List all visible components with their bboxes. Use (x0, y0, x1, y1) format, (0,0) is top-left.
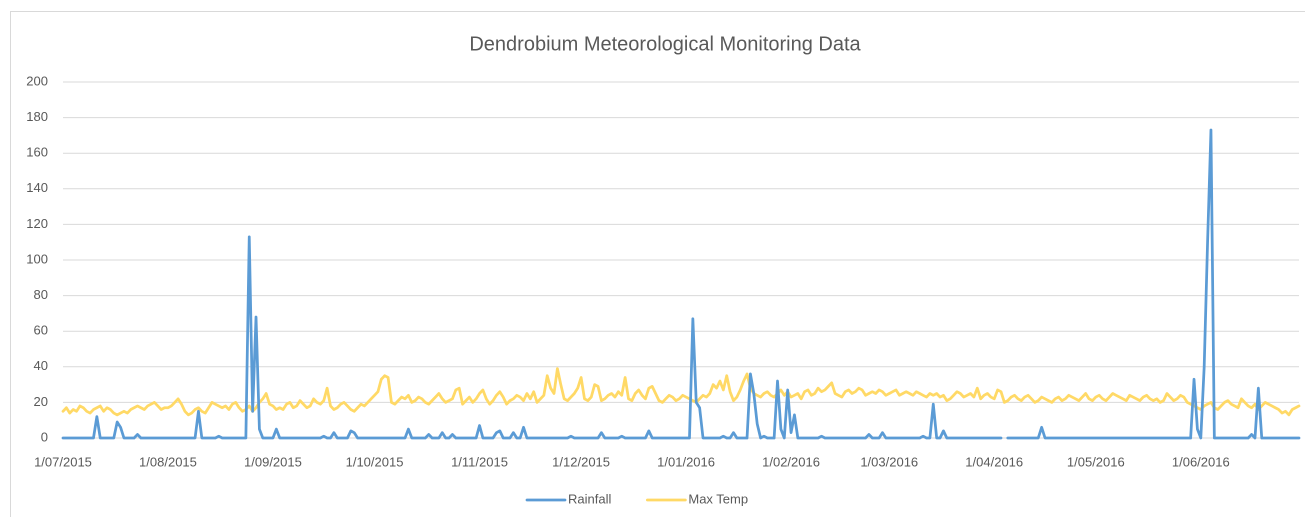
x-tick-label: 1/01/2016 (657, 454, 715, 469)
y-tick-label: 60 (34, 323, 48, 338)
x-tick-label: 1/07/2015 (34, 454, 92, 469)
y-tick-label: 80 (34, 287, 48, 302)
x-tick-label: 1/03/2016 (860, 454, 918, 469)
y-tick-label: 140 (26, 180, 48, 195)
x-tick-label: 1/05/2016 (1067, 454, 1125, 469)
legend-label: Rainfall (568, 491, 611, 506)
y-tick-label: 20 (34, 394, 48, 409)
y-tick-label: 200 (26, 73, 48, 88)
y-tick-label: 0 (41, 429, 48, 444)
x-tick-label: 1/09/2015 (244, 454, 302, 469)
chart-frame (11, 12, 1305, 518)
y-tick-label: 100 (26, 251, 48, 266)
x-tick-label: 1/06/2016 (1172, 454, 1230, 469)
x-tick-label: 1/08/2015 (139, 454, 197, 469)
y-tick-label: 180 (26, 109, 48, 124)
legend-label: Max Temp (688, 491, 748, 506)
x-tick-label: 1/12/2015 (552, 454, 610, 469)
x-tick-label: 1/04/2016 (965, 454, 1023, 469)
x-tick-label: 1/11/2015 (451, 454, 508, 469)
y-tick-label: 160 (26, 145, 48, 160)
y-tick-label: 40 (34, 358, 48, 373)
x-tick-label: 1/10/2015 (346, 454, 404, 469)
chart-title: Dendrobium Meteorological Monitoring Dat… (469, 33, 861, 55)
x-tick-label: 1/02/2016 (762, 454, 820, 469)
y-tick-label: 120 (26, 216, 48, 231)
